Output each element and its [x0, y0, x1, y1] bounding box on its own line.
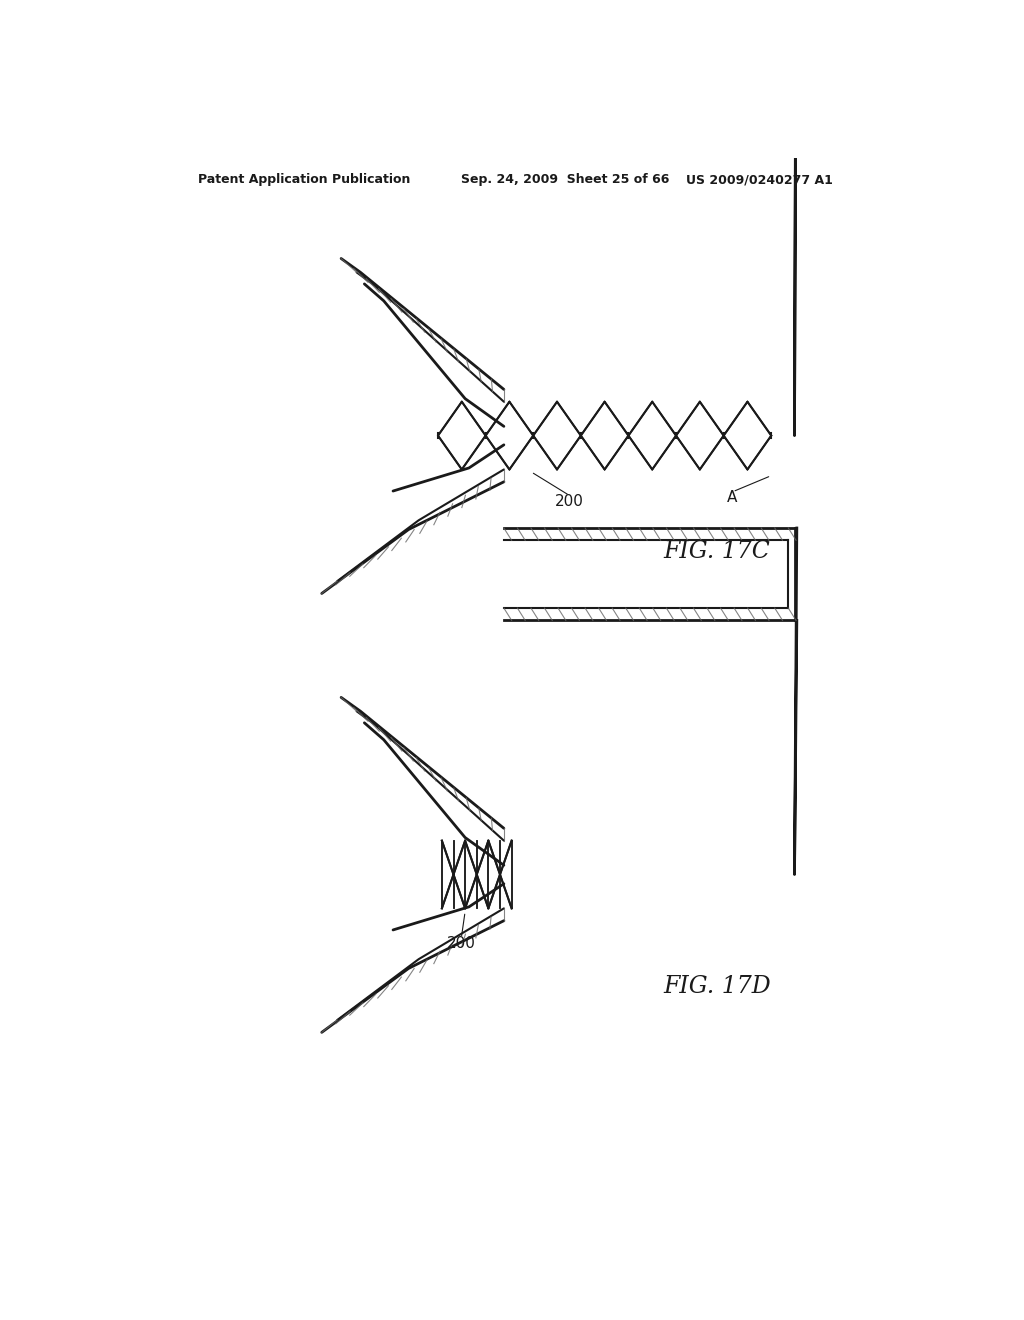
Text: 200: 200: [555, 494, 584, 508]
Text: 200: 200: [446, 936, 476, 952]
Text: FIG. 17D: FIG. 17D: [664, 974, 771, 998]
Text: FIG. 17C: FIG. 17C: [664, 540, 770, 562]
Text: Sep. 24, 2009  Sheet 25 of 66: Sep. 24, 2009 Sheet 25 of 66: [461, 173, 670, 186]
Text: US 2009/0240277 A1: US 2009/0240277 A1: [686, 173, 833, 186]
Text: A: A: [727, 490, 737, 504]
Text: Patent Application Publication: Patent Application Publication: [198, 173, 411, 186]
